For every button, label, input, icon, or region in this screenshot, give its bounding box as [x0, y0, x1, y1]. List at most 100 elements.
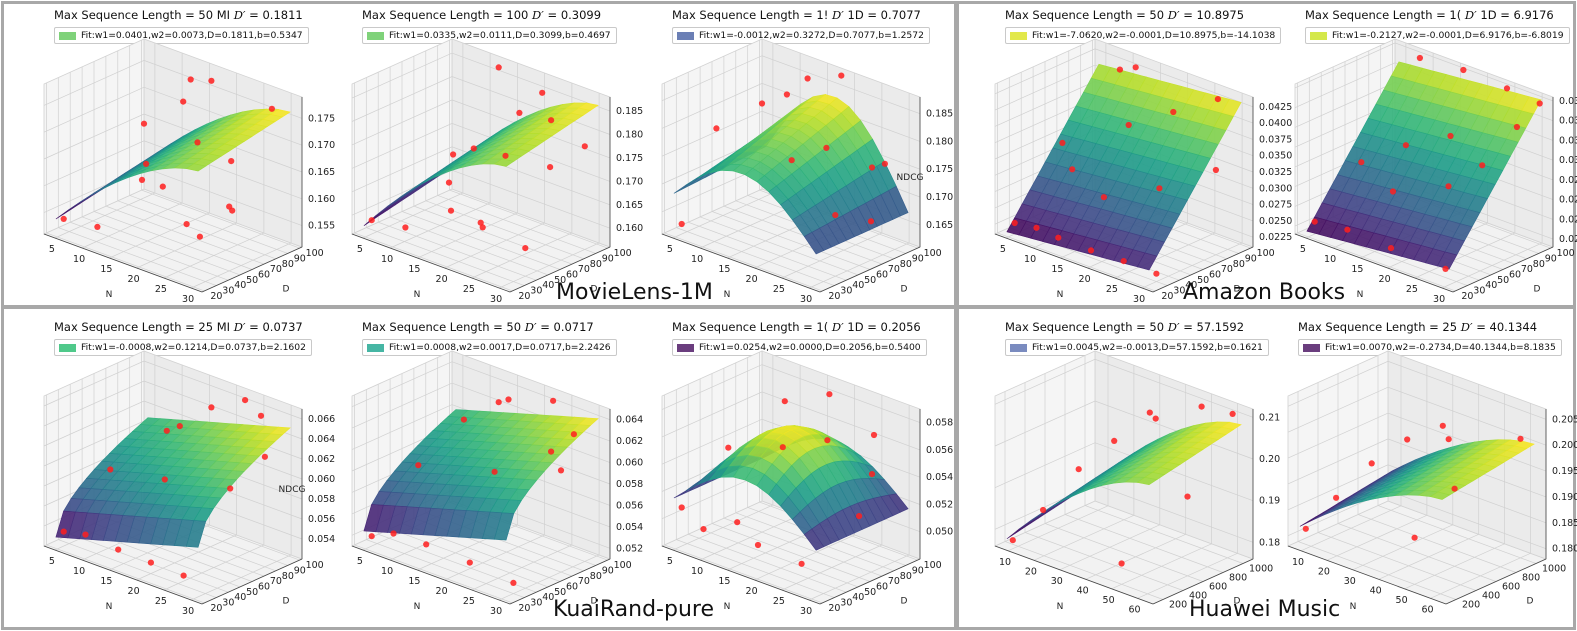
grid-line-z	[1287, 464, 1547, 524]
tick-label-z: 0.058	[926, 418, 953, 429]
grid-line-y	[105, 56, 265, 265]
tick-label-y: 200	[1462, 600, 1480, 611]
tick-label-z: 0.190	[1552, 492, 1577, 503]
grid-line-z	[351, 52, 611, 112]
dprime-symbol: D′	[1460, 320, 1473, 334]
tick-label-y: 40	[542, 592, 554, 603]
tick-label-x: 20	[1318, 566, 1330, 577]
legend-swatch	[677, 31, 694, 40]
subplot-title: Max Sequence Length = 50 D′ = 0.0717	[362, 320, 594, 334]
data-point	[60, 215, 67, 222]
tick-label-x: 10	[73, 566, 85, 577]
tick-label-z: 0.066	[308, 414, 335, 425]
tick-label-y: 100	[1557, 248, 1575, 259]
tick-label-x: 10	[381, 254, 393, 265]
subplot-title-prefix: Max Sequence Length = 1(	[1305, 8, 1465, 22]
grid-line-y	[699, 66, 859, 276]
grid-line-z	[351, 123, 611, 182]
dataset-label-amazon-books: Amazon Books	[1183, 280, 1346, 305]
data-point	[1442, 265, 1449, 272]
tick-label-z: 0.185	[1552, 518, 1577, 529]
subplot-title-prefix: Max Sequence Length = 50	[1005, 8, 1168, 22]
tick-label-y: 30	[222, 598, 234, 609]
tick-label-z: 0.0250	[1559, 195, 1577, 206]
data-point	[1411, 534, 1418, 541]
data-point	[1445, 183, 1452, 190]
grid-line-x	[389, 53, 491, 249]
grid-line-x	[1300, 355, 1402, 552]
grid-line-y	[711, 373, 871, 582]
data-point	[581, 143, 588, 150]
tick-label-x: 60	[1421, 604, 1433, 615]
grid-line-y	[723, 368, 883, 577]
tick-label-z: 0.0375	[1259, 134, 1292, 145]
tick-label-x: 15	[718, 576, 730, 587]
data-point	[1118, 560, 1125, 567]
data-point	[1344, 226, 1351, 233]
grid-line-x	[1430, 403, 1531, 599]
axis-y	[819, 246, 921, 293]
tick-label-z: 0.0375	[1559, 96, 1577, 107]
subplot-title: Max Sequence Length = 50 D′ = 10.8975	[1005, 8, 1244, 22]
tick-label-z: 0.0275	[1559, 175, 1577, 186]
tick-label-y: 90	[602, 253, 614, 264]
grid-line-y	[1377, 355, 1537, 564]
subplot-title: Max Sequence Length = 1! D′ 1D = 0.7077	[672, 8, 921, 22]
legend-swatch	[1310, 31, 1327, 40]
data-point	[1040, 506, 1047, 514]
tick-label-x: 10	[1292, 557, 1304, 568]
tick-label-x: 10	[381, 566, 393, 577]
dprime-symbol: D′	[832, 8, 844, 22]
tick-label-z: 0.062	[616, 436, 643, 447]
tick-label-x: 15	[100, 264, 112, 275]
subplot-9: Max Sequence Length = 25 D′ = 40.1344 Fit…	[1258, 318, 1577, 624]
tick-label-z: 0.0325	[1259, 167, 1292, 178]
grid-line-z	[43, 380, 303, 440]
tick-label-y: 600	[1502, 582, 1520, 593]
tick-label-y: 80	[590, 571, 602, 582]
tick-label-y: 50	[1197, 275, 1209, 286]
data-point	[522, 245, 529, 252]
tick-label-y: 600	[1209, 582, 1227, 593]
tick-label-y: 60	[1209, 270, 1221, 281]
axis-x	[661, 545, 821, 605]
grid-line-z	[661, 391, 921, 451]
grid-line-y	[365, 77, 525, 286]
data-point	[1404, 436, 1411, 443]
grid-line-z	[43, 113, 303, 173]
grid-line-y	[664, 82, 823, 292]
tick-label-y: 20	[828, 291, 840, 302]
grid-line-y	[687, 384, 847, 593]
data-point	[1125, 121, 1132, 129]
subplot-8: Max Sequence Length = 50 D′ = 57.1592 Fit…	[965, 318, 1280, 624]
grid-line-y	[389, 66, 549, 276]
grid-line-z	[994, 48, 1254, 108]
data-point	[856, 513, 863, 520]
grid-line-y	[747, 357, 906, 566]
tick-label-z: 0.050	[926, 527, 953, 538]
tick-label-y: 400	[1482, 591, 1500, 602]
tick-label-z: 0.062	[308, 454, 335, 465]
grid-line-y	[699, 378, 859, 588]
tick-label-y: 40	[542, 280, 554, 291]
axis-x	[351, 545, 511, 605]
data-point	[94, 223, 101, 230]
tick-label-y: 70	[1221, 264, 1233, 275]
dataset-label-kuairand: KuaiRand-pure	[553, 597, 715, 622]
tick-label-z: 0.19	[1259, 496, 1280, 507]
grid-line-y	[759, 352, 918, 561]
tick-label-z: 0.205	[1552, 414, 1577, 425]
legend: Fit:w1=-0.0012,w2=0.3272,D=0.7077,b=1.25…	[672, 27, 930, 44]
data-point	[402, 224, 409, 231]
data-point	[1368, 460, 1375, 467]
tick-label-y: 70	[888, 264, 900, 275]
tick-label-x: 20	[128, 586, 140, 597]
tick-label-x: 50	[1396, 595, 1408, 606]
data-point	[570, 431, 577, 438]
data-point	[1059, 139, 1066, 146]
axis-label-y: D	[1534, 285, 1541, 295]
legend: Fit:w1=-7.0620,w2=-0.0001,D=10.8975,b=-1…	[1005, 27, 1282, 44]
dprime-symbol: D′	[532, 8, 544, 22]
tick-label-y: 60	[566, 270, 578, 281]
